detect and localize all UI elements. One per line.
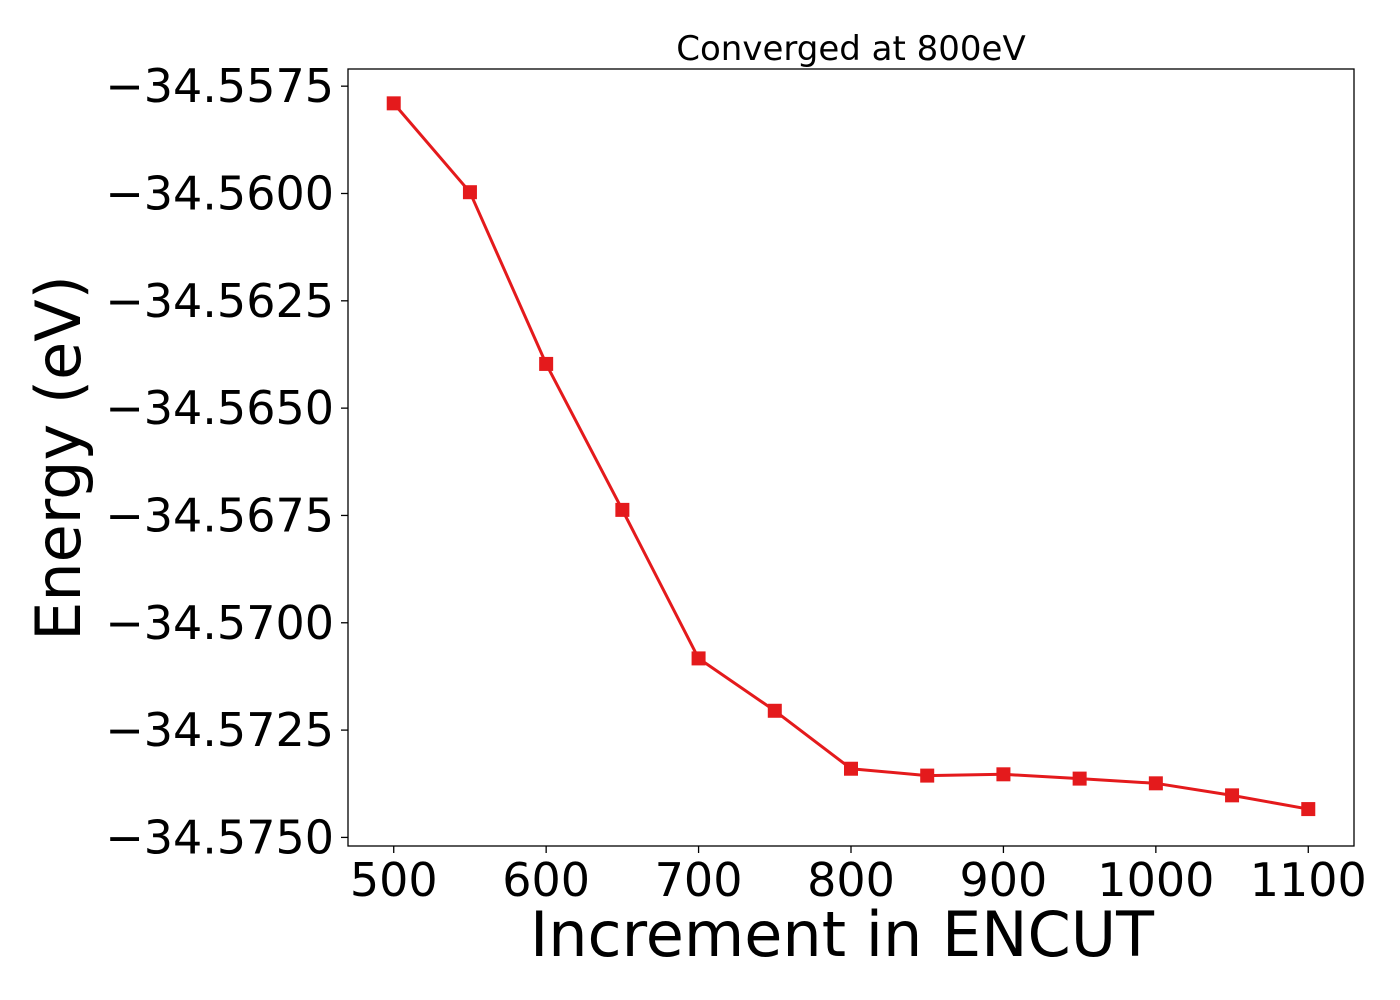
x-tick-label: 700	[655, 853, 743, 907]
x-tick-label: 1100	[1250, 853, 1367, 907]
y-axis-ticks: −34.5575 −34.5600 −34.5625 −34.5650 −34.5675…	[105, 59, 348, 864]
data-point-marker	[844, 761, 858, 776]
x-axis-ticks: 500 600 700 800 900 1000 1100	[350, 846, 1367, 907]
plot-area-frame	[347, 68, 1355, 847]
x-tick-label: 600	[502, 853, 590, 907]
data-point-marker	[462, 185, 477, 200]
data-point-marker	[386, 96, 401, 111]
y-tick-label: −34.5575	[105, 59, 334, 113]
y-tick-label: −34.5750	[105, 810, 334, 864]
data-point-marker	[1148, 776, 1163, 791]
x-tick-label: 900	[960, 853, 1048, 907]
data-point-marker	[615, 502, 630, 517]
data-point-marker	[1301, 802, 1316, 817]
data-point-marker	[996, 767, 1011, 782]
y-tick-label: −34.5675	[105, 488, 334, 542]
y-tick-label: −34.5725	[105, 703, 334, 757]
y-axis-label: Energy (eV)	[22, 275, 95, 641]
data-point-marker	[691, 651, 706, 666]
data-point-marker	[1225, 788, 1240, 803]
x-tick-label: 500	[350, 853, 438, 907]
data-point-marker	[539, 356, 554, 371]
x-tick-label: 800	[807, 853, 895, 907]
data-point-marker	[1072, 771, 1087, 786]
y-tick-label: −34.5700	[105, 596, 334, 650]
y-tick-label: −34.5625	[105, 274, 334, 328]
x-axis-label: Increment in ENCUT	[530, 898, 1155, 971]
y-tick-label: −34.5600	[105, 166, 334, 220]
data-point-marker	[767, 703, 782, 718]
data-point-marker	[920, 768, 935, 783]
x-tick-label: 1000	[1097, 853, 1214, 907]
y-tick-label: −34.5650	[105, 381, 334, 435]
plot-series	[386, 96, 1316, 817]
chart-title: Converged at 800eV	[676, 29, 1025, 69]
